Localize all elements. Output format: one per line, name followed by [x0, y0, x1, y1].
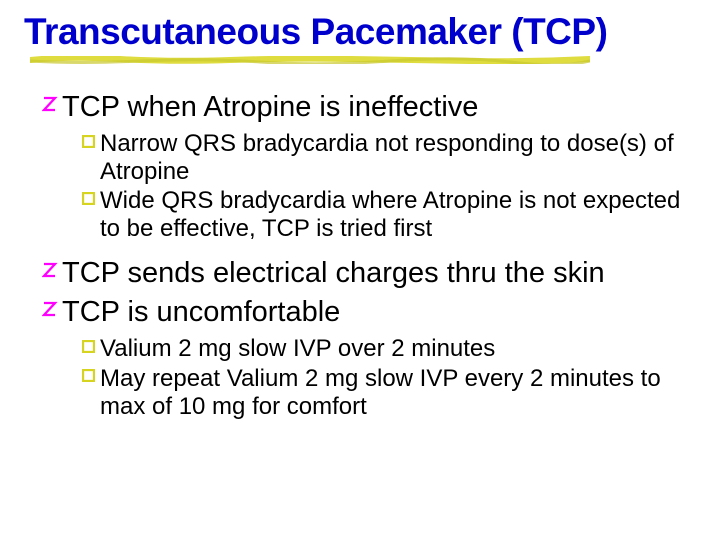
title-underline	[30, 56, 590, 64]
list-item-text: TCP is uncomfortable	[62, 296, 340, 329]
list-item: TCP is uncomfortable	[42, 296, 696, 329]
z-bullet-icon	[42, 296, 62, 322]
list-subitem: Valium 2 mg slow IVP over 2 minutes	[82, 335, 686, 363]
slide-title: Transcutaneous Pacemaker (TCP)	[24, 12, 696, 52]
list-subitem-text: Wide QRS bradycardia where Atropine is n…	[100, 187, 686, 242]
list-subitem-text: Narrow QRS bradycardia not responding to…	[100, 130, 686, 185]
list-subitem: Wide QRS bradycardia where Atropine is n…	[82, 187, 686, 242]
box-bullet-icon	[82, 187, 100, 209]
z-bullet-icon	[42, 91, 62, 117]
list-subitem-text: Valium 2 mg slow IVP over 2 minutes	[100, 335, 495, 363]
box-bullet-icon	[82, 130, 100, 152]
z-bullet-icon	[42, 257, 62, 283]
list-item-text: TCP sends electrical charges thru the sk…	[62, 257, 605, 290]
box-bullet-icon	[82, 365, 100, 387]
list-subitem: May repeat Valium 2 mg slow IVP every 2 …	[82, 365, 686, 420]
list-item-text: TCP when Atropine is ineffective	[62, 91, 478, 124]
list-subitem-text: May repeat Valium 2 mg slow IVP every 2 …	[100, 365, 686, 420]
list-subitem: Narrow QRS bradycardia not responding to…	[82, 130, 686, 185]
box-bullet-icon	[82, 335, 100, 357]
list-item: TCP sends electrical charges thru the sk…	[42, 257, 696, 290]
list-item: TCP when Atropine is ineffective	[42, 91, 696, 124]
